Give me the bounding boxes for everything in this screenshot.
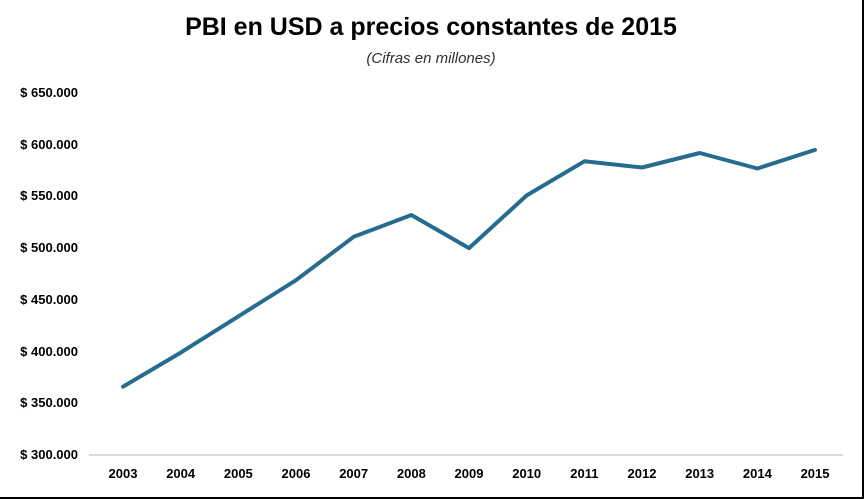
y-tick-label: $ 300.000 xyxy=(20,447,78,462)
y-tick-label: $ 450.000 xyxy=(20,291,78,307)
x-tick-label: 2008 xyxy=(396,466,426,481)
x-tick-label: 2007 xyxy=(339,466,369,481)
chart-subtitle: (Cifras en millones) xyxy=(366,50,496,67)
x-axis-line xyxy=(89,454,843,456)
x-tick-label: 2011 xyxy=(570,466,599,481)
x-tick-label: 2003 xyxy=(108,466,138,481)
y-tick-label: $ 550.000 xyxy=(20,188,78,204)
x-tick-label: 2010 xyxy=(512,466,542,481)
gdp-line xyxy=(121,147,817,389)
y-tick-label: $ 500.000 xyxy=(20,240,78,256)
x-tick-label: 2013 xyxy=(685,466,715,481)
y-tick-label: $ 350.000 xyxy=(20,395,78,411)
y-tick-label: $ 650.000 xyxy=(20,85,78,100)
y-tick-label: $ 600.000 xyxy=(20,136,78,152)
x-tick-label: 2014 xyxy=(742,466,772,481)
x-tick-label: 2012 xyxy=(627,466,657,481)
x-tick-label: 2004 xyxy=(166,466,196,481)
x-tick-label: 2015 xyxy=(800,466,830,481)
x-tick-label: 2005 xyxy=(223,466,253,481)
y-tick-label: $ 400.000 xyxy=(20,343,78,359)
chart-title: PBI en USD a precios constantes de 2015 xyxy=(185,13,677,41)
x-tick-label: 2006 xyxy=(281,466,311,481)
x-tick-label: 2009 xyxy=(454,466,484,481)
